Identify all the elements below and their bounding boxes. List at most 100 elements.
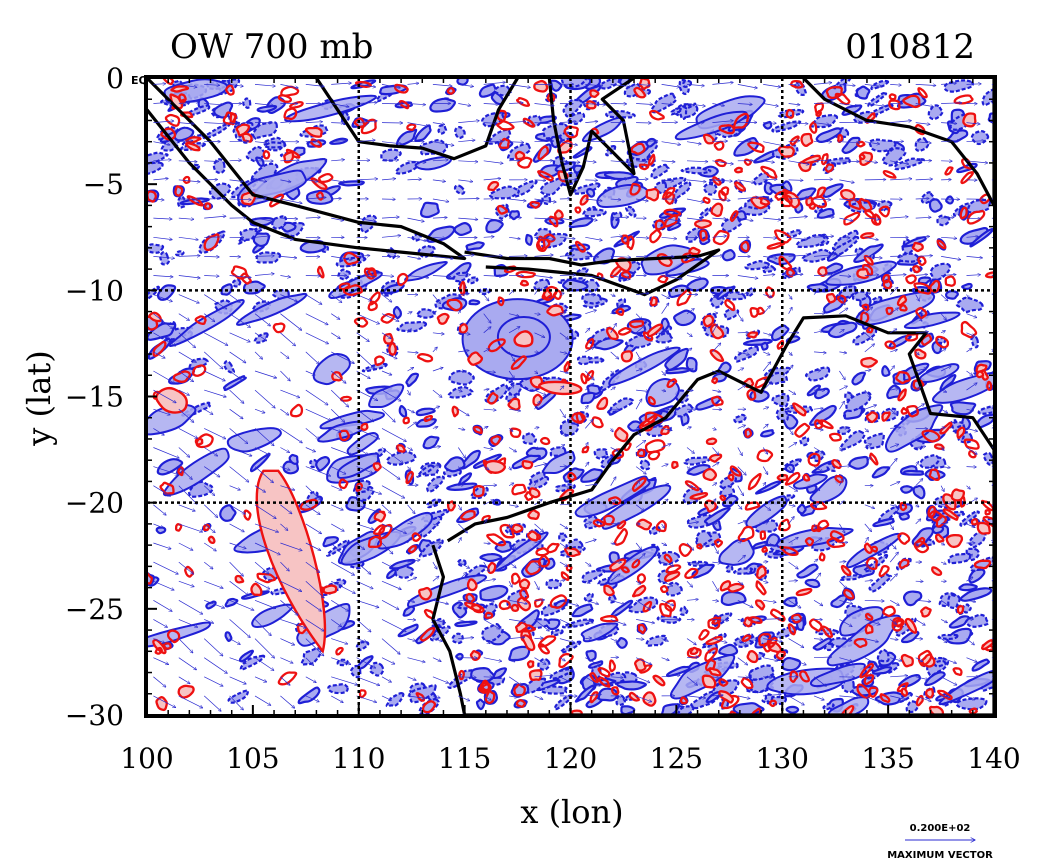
- positive-ow-region: [756, 449, 774, 463]
- negative-ow-region: [545, 578, 562, 590]
- positive-ow-region: [729, 465, 742, 477]
- positive-ow-region: [335, 646, 344, 656]
- wind-vector: [229, 141, 249, 142]
- negative-ow-region: [219, 504, 237, 522]
- wind-vector: [636, 390, 649, 391]
- wind-vector: [966, 428, 978, 431]
- wind-vector: [941, 256, 961, 259]
- wind-vector: [280, 351, 289, 359]
- wind-vector: [458, 428, 465, 430]
- negative-ow-region: [445, 261, 472, 280]
- positive-ow-region: [585, 338, 595, 350]
- wind-vector: [178, 638, 193, 653]
- wind-vector: [483, 543, 491, 544]
- wind-vector: [559, 561, 568, 566]
- positive-ow-region: [696, 543, 703, 550]
- negative-ow-region: [764, 692, 774, 704]
- negative-ow-region: [673, 403, 694, 418]
- positive-ow-region: [638, 78, 651, 90]
- negative-ow-region: [881, 147, 907, 167]
- wind-vector: [204, 657, 227, 674]
- wind-vector: [763, 332, 771, 336]
- positive-ow-region: [749, 307, 760, 318]
- negative-ow-region: [386, 450, 417, 466]
- wind-vector: [204, 256, 219, 257]
- x-tick-label: 140: [967, 742, 1020, 775]
- wind-vector: [712, 483, 716, 486]
- negative-ow-region: [733, 137, 760, 157]
- positive-ow-region: [243, 509, 252, 521]
- negative-ow-region: [337, 268, 351, 281]
- negative-ow-region: [943, 79, 975, 93]
- negative-ow-region: [253, 332, 269, 344]
- positive-ow-region: [649, 296, 658, 307]
- wind-vector: [585, 540, 596, 544]
- negative-ow-region: [402, 605, 416, 617]
- positive-ow-region: [705, 437, 718, 446]
- negative-ow-region: [959, 510, 980, 527]
- positive-ow-region: [708, 453, 723, 463]
- positive-ow-region: [629, 182, 641, 196]
- negative-ow-region: [147, 151, 169, 165]
- wind-vector: [635, 399, 642, 410]
- positive-ow-region: [733, 112, 750, 129]
- negative-ow-region: [679, 605, 689, 616]
- positive-ow-region: [976, 521, 991, 535]
- wind-vector: [788, 307, 793, 314]
- wind-vector: [737, 504, 742, 509]
- wind-vector: [204, 276, 219, 277]
- wind-vector: [890, 84, 901, 85]
- wind-vector: [610, 256, 631, 257]
- wind-vector: [254, 676, 267, 682]
- negative-ow-region: [868, 573, 893, 593]
- wind-vector: [890, 350, 897, 353]
- negative-ow-region: [426, 475, 445, 493]
- negative-ow-region: [156, 458, 184, 476]
- wind-vector: [763, 482, 766, 485]
- wind-vector: [966, 657, 978, 662]
- wind-vector: [305, 523, 322, 534]
- positive-ow-region: [711, 377, 719, 385]
- wind-vector: [788, 294, 792, 300]
- negative-ow-region: [429, 97, 457, 113]
- wind-vector: [940, 619, 947, 622]
- wind-vector: [610, 477, 616, 486]
- negative-ow-region: [238, 649, 255, 663]
- negative-ow-band: [931, 371, 994, 404]
- negative-ow-region: [703, 506, 731, 526]
- positive-ow-region: [519, 279, 530, 287]
- wind-vector: [483, 237, 494, 238]
- wind-vector: [788, 581, 798, 582]
- negative-ow-region: [422, 435, 440, 450]
- wind-vector: [940, 543, 945, 545]
- wind-vector: [712, 428, 716, 429]
- wind-vector: [280, 332, 295, 346]
- wind-vector: [153, 276, 173, 277]
- negative-ow-region: [845, 391, 872, 413]
- positive-ow-region: [599, 615, 619, 623]
- positive-ow-region: [888, 93, 897, 101]
- x-tick-label: 125: [650, 742, 703, 775]
- negative-ow-region: [529, 470, 546, 484]
- positive-ow-region: [784, 471, 801, 486]
- positive-ow-region: [831, 459, 842, 470]
- positive-ow-region: [528, 487, 541, 499]
- positive-ow-region: [945, 533, 964, 549]
- negative-ow-region: [902, 590, 923, 607]
- negative-ow-region: [763, 181, 774, 196]
- wind-vector: [178, 294, 200, 304]
- negative-ow-region: [315, 456, 331, 472]
- wind-vector: [737, 385, 746, 391]
- wind-vector: [585, 310, 596, 315]
- positive-ow-region: [451, 405, 460, 418]
- wind-vector: [559, 638, 574, 643]
- wind-vector: [407, 447, 413, 451]
- positive-ow-region: [596, 396, 609, 410]
- wind-vector: [509, 218, 521, 219]
- wind-vector: [585, 121, 598, 122]
- positive-ow-region: [960, 171, 974, 185]
- positive-ow-region: [689, 646, 699, 656]
- positive-ow-region: [799, 670, 810, 683]
- positive-ow-region: [372, 524, 386, 535]
- positive-ow-region: [539, 436, 551, 446]
